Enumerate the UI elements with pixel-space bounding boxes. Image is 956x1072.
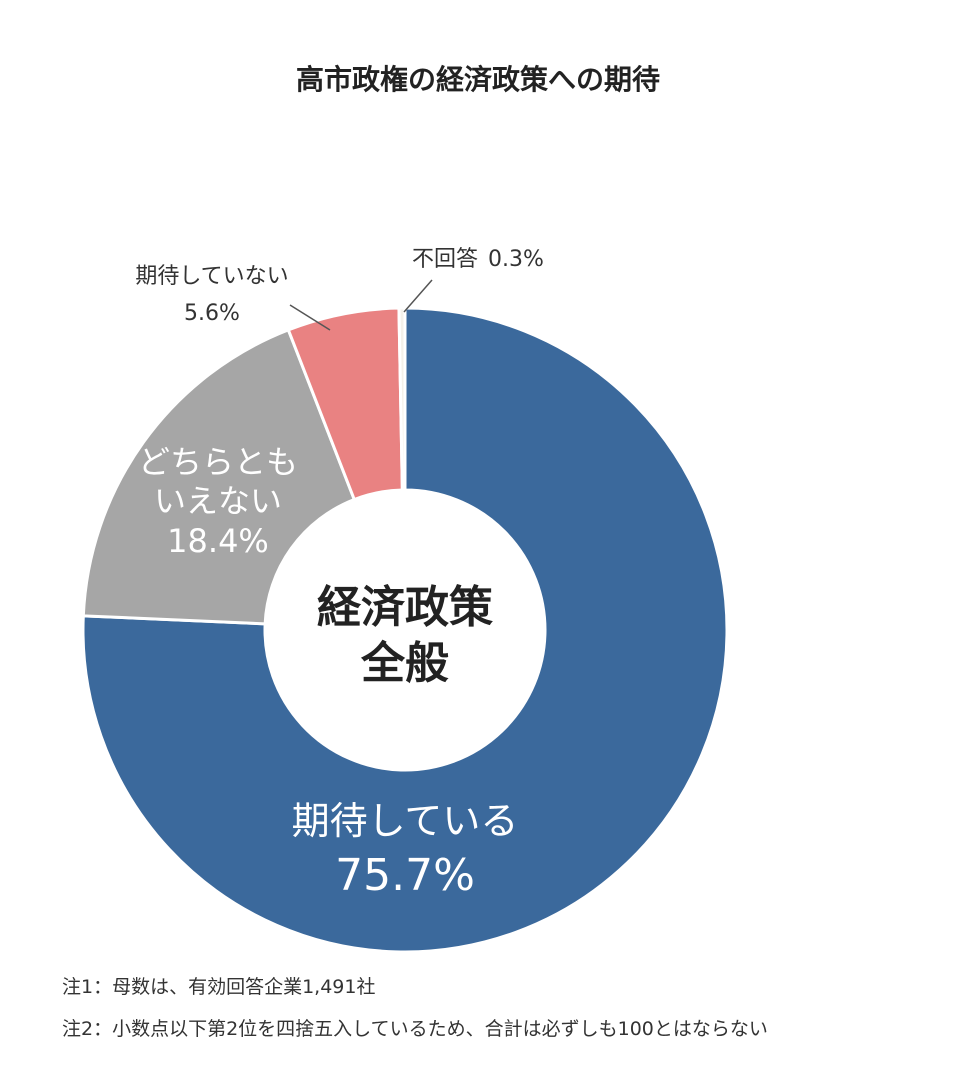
no-answer-value: 0.3% xyxy=(488,247,544,272)
slice-label-no-answer: 不回答 0.3% xyxy=(412,247,544,272)
slice-value-expected: 75.7% xyxy=(335,850,475,901)
note-1: 注1：母数は、有効回答企業1,491社 xyxy=(62,976,376,998)
slice-label-neutral-line1: どちらとも xyxy=(138,443,298,481)
slice-neutral xyxy=(81,327,357,626)
no-answer-label: 不回答 xyxy=(412,247,478,272)
chart-title: 高市政権の経済政策への期待 xyxy=(295,63,660,96)
center-label-line2: 全般 xyxy=(360,638,449,689)
slice-label-expected: 期待している xyxy=(292,799,519,843)
slice-label-not-expected: 期待していない xyxy=(135,264,288,289)
center-label-line1: 経済政策 xyxy=(317,582,493,633)
slice-expected xyxy=(81,306,729,954)
slice-value-not-expected: 5.6% xyxy=(184,301,240,326)
slice-no-answer xyxy=(397,306,407,492)
slice-label-neutral-line2: いえない xyxy=(154,482,282,520)
slice-value-neutral: 18.4% xyxy=(167,522,269,560)
leader-line-no-answer xyxy=(403,279,433,313)
note-2: 注2：小数点以下第2位を四捨五入しているため、合計は必ずしも100とはならない xyxy=(62,1018,768,1040)
leader-line-not-expected xyxy=(289,304,331,331)
